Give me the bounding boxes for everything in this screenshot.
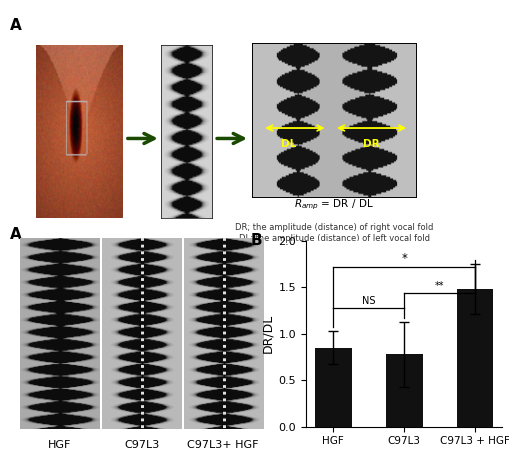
Text: $R_{amp}$ = DR / DL: $R_{amp}$ = DR / DL <box>294 197 373 212</box>
Text: DR: DR <box>362 139 379 149</box>
Bar <box>385 354 422 427</box>
Y-axis label: DR/DL: DR/DL <box>261 314 274 353</box>
Text: NS: NS <box>361 296 375 306</box>
Text: A: A <box>10 18 22 33</box>
Bar <box>456 289 493 427</box>
Bar <box>314 348 351 427</box>
Text: A: A <box>10 227 22 242</box>
Text: C97L3+ HGF: C97L3+ HGF <box>187 439 259 449</box>
Text: B: B <box>250 233 262 248</box>
Text: DL: DL <box>280 139 295 149</box>
Text: *: * <box>401 252 406 265</box>
Text: **: ** <box>434 281 443 291</box>
Text: HGF: HGF <box>48 439 71 449</box>
Text: C97L3: C97L3 <box>124 439 159 449</box>
Text: DR; the amplitude (distance) of right vocal fold
DL; the amplitude (distance) of: DR; the amplitude (distance) of right vo… <box>235 223 432 243</box>
